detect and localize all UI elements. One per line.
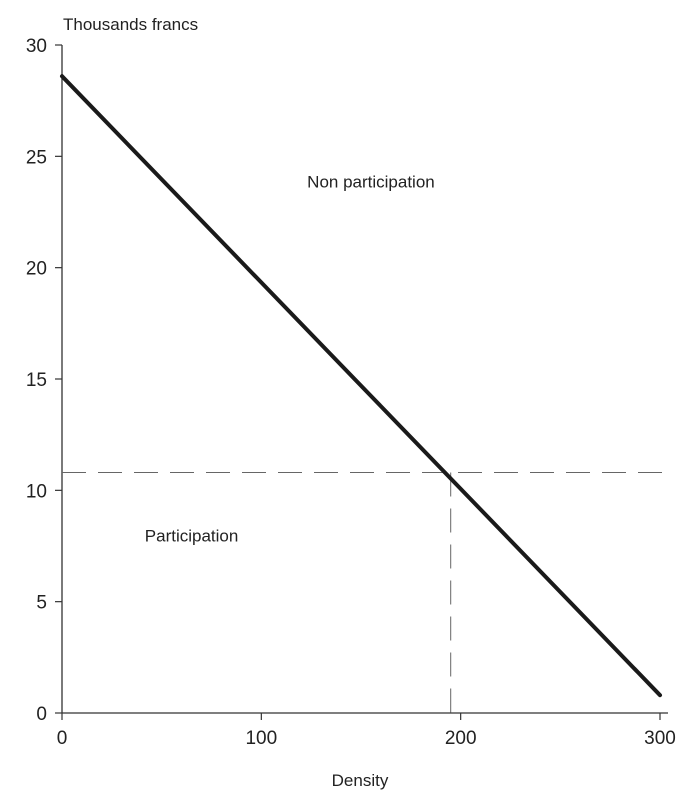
- participation-label: Participation: [145, 527, 239, 546]
- reference-lines: [62, 472, 668, 713]
- x-tick-label-200: 200: [445, 728, 477, 749]
- chart-text: Thousands francs Density: [63, 15, 389, 790]
- y-tick-label-0: 0: [36, 704, 47, 725]
- x-tick-label-100: 100: [245, 728, 277, 749]
- y-tick-label-20: 20: [26, 259, 47, 280]
- y-tick-label-30: 30: [26, 36, 47, 57]
- series-line-0: [60, 74, 662, 698]
- axes: [55, 44, 668, 720]
- y-axis-label: Thousands francs: [63, 15, 198, 34]
- x-axis-label: Density: [332, 771, 389, 790]
- y-tick-label-15: 15: [26, 370, 47, 391]
- non-participation-label: Non participation: [307, 173, 435, 192]
- x-tick-label-0: 0: [57, 728, 68, 749]
- x-tick-label-300: 300: [644, 728, 676, 749]
- y-tick-label-25: 25: [26, 147, 47, 168]
- y-tick-label-10: 10: [26, 481, 47, 502]
- y-tick-label-5: 5: [36, 593, 47, 614]
- series: [60, 74, 662, 698]
- annotations: Non participation Participation: [145, 173, 435, 546]
